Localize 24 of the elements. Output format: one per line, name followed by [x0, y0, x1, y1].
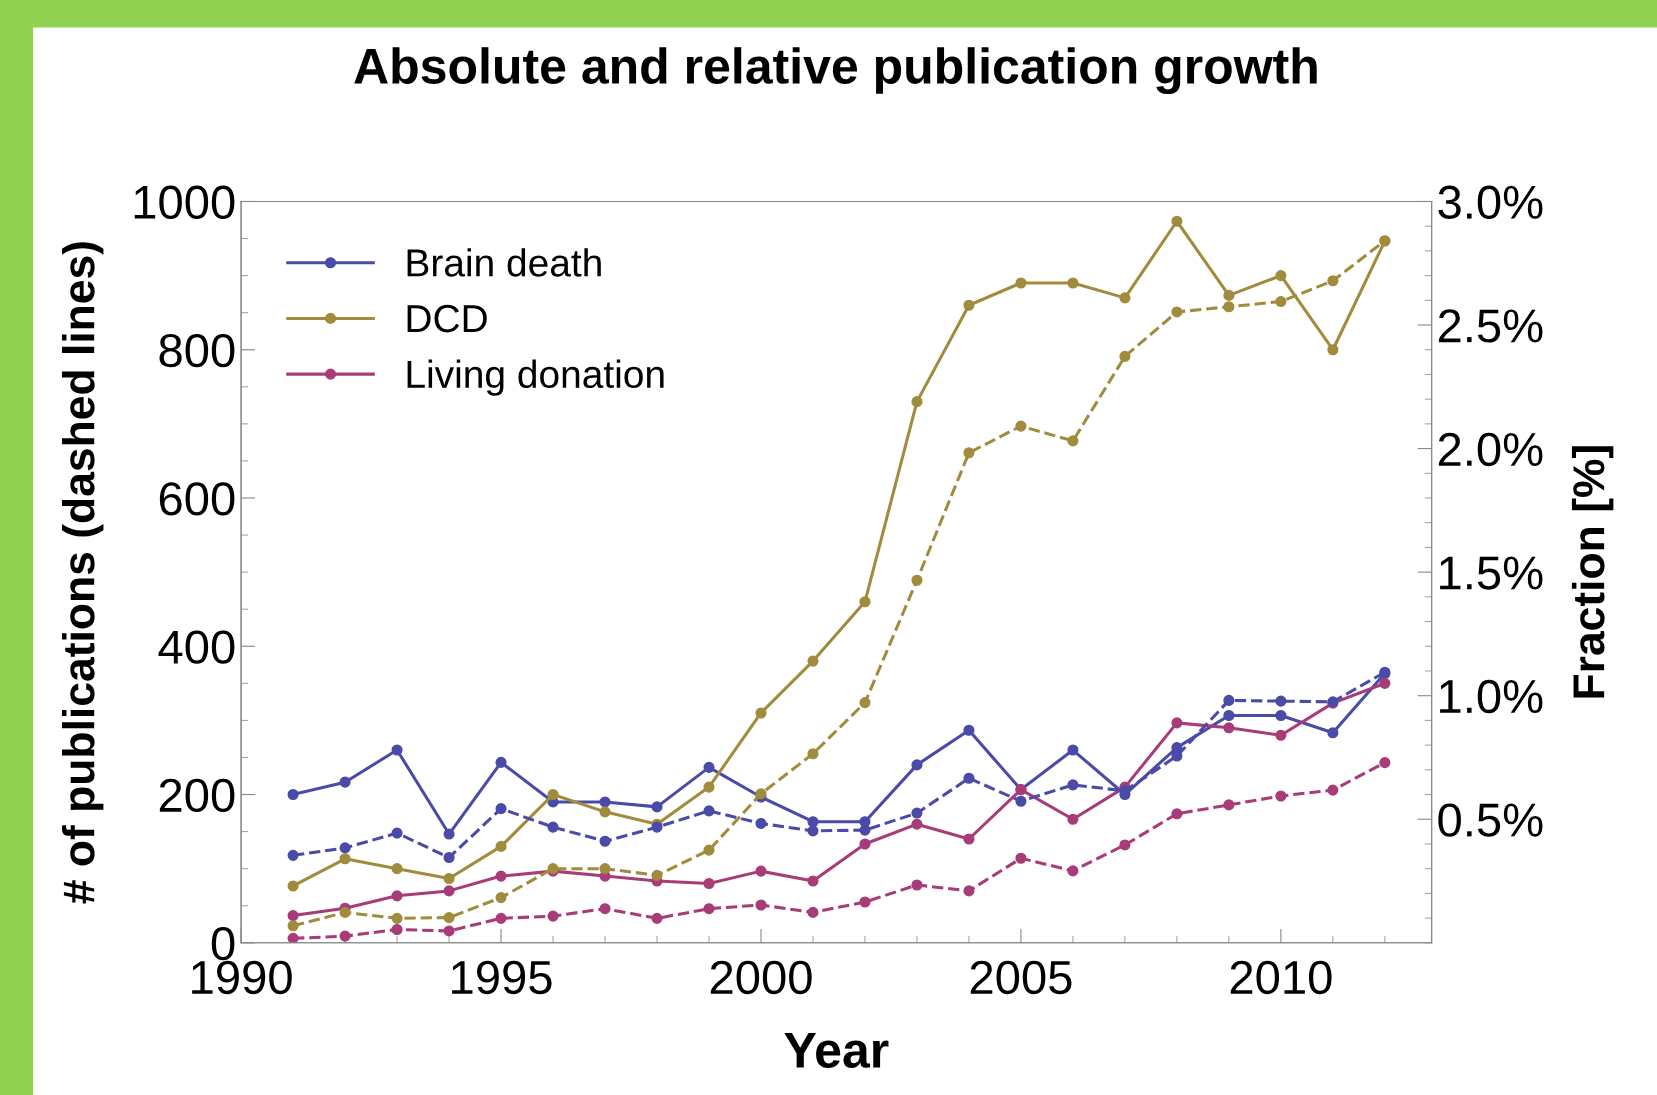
x-tick-label: 2005 — [970, 960, 1072, 995]
y2-tick-label: 0.5% — [1438, 803, 1543, 837]
y-tick-label: 800 — [159, 333, 235, 368]
y2-tick-label: 2.5% — [1438, 309, 1543, 343]
x-tick-label: 1995 — [452, 960, 552, 995]
y2-tick-label: 3.0% — [1438, 185, 1543, 220]
y2-tick-label: 1.0% — [1440, 679, 1543, 714]
x-tick-label: 2010 — [1230, 960, 1332, 995]
legend-label: Living donation — [407, 359, 664, 396]
y-axis-title: # of publications (dashed lines) — [61, 242, 104, 904]
y-tick-label: 400 — [158, 630, 235, 664]
x-tick-label: 1990 — [192, 960, 292, 995]
y-tick-label: 0 — [211, 926, 235, 961]
legend-label: DCD — [407, 304, 487, 333]
y-tick-label: 200 — [159, 778, 235, 813]
chart-title: Absolute and relative publication growth — [354, 47, 1317, 95]
y2-tick-label: 1.5% — [1440, 556, 1543, 590]
x-tick-label: 2000 — [710, 960, 812, 995]
y2-axis-title: Fraction [%] — [1571, 446, 1614, 698]
y-tick-label: 1000 — [134, 185, 235, 220]
y2-tick-label: 2.0% — [1438, 432, 1543, 467]
y-tick-label: 600 — [159, 482, 235, 516]
x-axis-title: Year — [784, 1033, 889, 1068]
legend-label: Brain death — [407, 248, 601, 277]
